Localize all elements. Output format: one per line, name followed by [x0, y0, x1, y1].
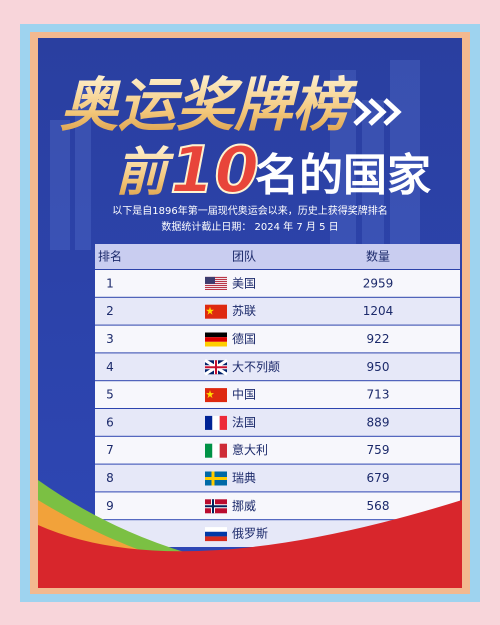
flag-part: [205, 471, 227, 486]
rank-cell: 9: [106, 499, 114, 513]
flag-part: [205, 278, 227, 280]
rank-cell: 2: [106, 304, 114, 318]
chevrons: [353, 98, 402, 126]
count-cell: 950: [367, 360, 390, 374]
row-bg: [95, 492, 460, 520]
column-header: 排名: [98, 249, 122, 264]
title-line1: 奥运奖牌榜: [60, 71, 358, 139]
rank-cell: 5: [106, 388, 114, 402]
team-cell: 中国: [232, 387, 256, 402]
title-line2-pre: 前: [115, 143, 175, 203]
flag-part: [205, 341, 227, 347]
count-cell: 713: [367, 388, 390, 402]
count-cell: 679: [367, 471, 390, 485]
flag-part: [206, 306, 214, 315]
row-bg: [95, 353, 460, 381]
subtitle: 以下是自1896年第一届现代奥运会以来，历史上获得奖牌排名: [112, 204, 387, 217]
flag-part: [206, 390, 214, 399]
flag-part: [212, 443, 220, 458]
flag-part: [205, 288, 227, 290]
team-cell: 意大利: [232, 442, 268, 457]
flag-part: [212, 415, 220, 430]
rank-cell: 3: [106, 332, 114, 346]
row-bg: [95, 325, 460, 353]
flag-part: [205, 360, 227, 375]
flag: [205, 276, 227, 290]
row-bg: [95, 436, 460, 464]
count-cell: 922: [367, 332, 390, 346]
column-header: 团队: [232, 249, 256, 264]
count-cell: 1204: [363, 304, 394, 318]
flag: [205, 332, 227, 347]
count-cell: 568: [367, 499, 390, 513]
bottom-swoosh: [38, 480, 462, 588]
count-cell: 759: [367, 443, 390, 457]
flag-part: [205, 284, 227, 286]
count-cell: 889: [367, 415, 390, 429]
flag: [205, 443, 227, 458]
flag-part: [205, 304, 227, 319]
flag-part: [205, 276, 215, 284]
flag: [205, 499, 227, 514]
title-line2-num: 10: [170, 134, 259, 208]
rank-cell: 4: [106, 360, 114, 374]
skyline: [50, 60, 420, 250]
team-cell: 大不列颠: [232, 359, 280, 374]
team-cell: 法国: [232, 415, 256, 429]
flag: [205, 527, 227, 542]
date-note: 数据统计截止日期： 2024 年 7 月 5 日: [161, 220, 338, 233]
flag: [205, 415, 227, 430]
flag-part: [205, 276, 227, 278]
flag-part: [205, 282, 227, 284]
count-cell: 2959: [363, 276, 394, 290]
team-cell: 德国: [232, 331, 256, 346]
flag: [205, 304, 227, 319]
flag-part: [205, 527, 227, 532]
row-bg: [95, 270, 460, 297]
flag-part: [205, 337, 227, 342]
rank-cell: 8: [106, 471, 114, 485]
team-cell: 瑞典: [232, 471, 256, 485]
row-bg: [95, 381, 460, 408]
team-cell: 苏联: [232, 304, 256, 318]
flag: [204, 359, 228, 376]
row-bg: [95, 464, 460, 492]
flag-part: [205, 499, 227, 514]
flag-part: [205, 280, 227, 282]
rank-cell: 6: [106, 415, 114, 429]
flag-part: [205, 415, 213, 430]
flag-part: [219, 415, 227, 430]
team-cell: 挪威: [232, 499, 256, 513]
table: 排名 团队 数量 1 美国 2959 2 苏联 1204 3 德国 922 4 大不列颠 950 5 中国 713…: [95, 249, 460, 547]
title-line2-post: 名的国家: [255, 150, 431, 201]
rank-cell: 7: [106, 443, 114, 457]
flag-part: [219, 443, 227, 458]
flag-part: [205, 443, 213, 458]
flag-part: [205, 286, 227, 288]
flag-part: [205, 536, 227, 542]
team-cell: 俄罗斯: [232, 527, 268, 541]
flag-part: [205, 388, 227, 403]
flag-part: [205, 332, 227, 338]
flag: [205, 471, 227, 486]
rank-cell: 1: [106, 276, 114, 290]
table-header-bg: [95, 244, 460, 269]
flag: [205, 388, 227, 403]
row-bg: [95, 297, 460, 325]
column-header: 数量: [366, 249, 390, 264]
team-cell: 美国: [232, 276, 256, 290]
flag-part: [205, 531, 227, 537]
row-bg: [95, 409, 460, 436]
